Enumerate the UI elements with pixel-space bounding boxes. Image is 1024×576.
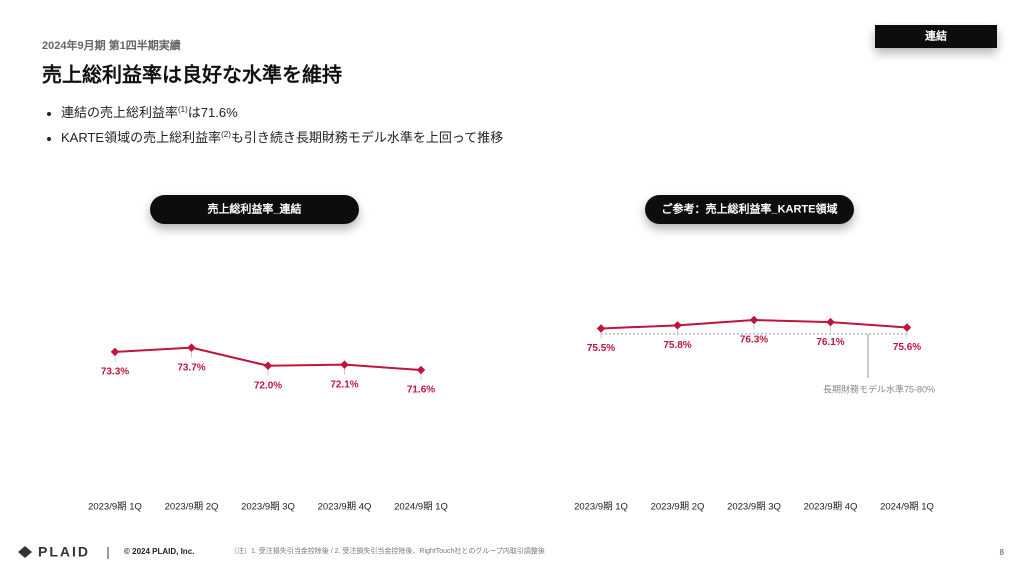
- value-label: 73.7%: [177, 362, 205, 373]
- bullet-note: (2): [221, 130, 231, 139]
- point-marker: [110, 347, 120, 357]
- value-label: 71.6%: [407, 385, 435, 396]
- logo: PLAID: [18, 544, 90, 560]
- value-label: 75.8%: [663, 340, 691, 351]
- badge-box: [875, 25, 997, 48]
- point-marker: [263, 361, 273, 370]
- value-label: 72.0%: [254, 380, 282, 391]
- chart-title: 売上総利益率_連結: [207, 201, 301, 215]
- x-tick-label: 2023/9期 2Q: [165, 502, 219, 513]
- title: 売上総利益率は良好な水準を維持: [42, 62, 342, 86]
- chart-title: ご参考：売上総利益率_KARTE領域: [661, 201, 837, 215]
- x-tick-label: 2024/9期 1Q: [394, 502, 448, 513]
- point-marker: [673, 321, 682, 330]
- x-tick-label: 2024/9期 1Q: [880, 502, 934, 513]
- point-marker: [340, 360, 349, 369]
- page-number: 8: [1000, 548, 1005, 557]
- point-marker: [826, 317, 835, 327]
- bullet: 連結の売上総利益率(1)は71.6%: [61, 105, 238, 120]
- x-tick-label: 2023/9期 3Q: [241, 502, 295, 513]
- bullet-after: は71.6%: [188, 105, 238, 120]
- x-tick-label: 2023/9期 4Q: [804, 502, 858, 513]
- footnote: （注）1. 受注損失引当金控除後 / 2. 受注損失引当金控除後、RightTo…: [230, 546, 545, 555]
- logo-mark: [18, 546, 32, 558]
- value-label: 76.3%: [740, 335, 768, 346]
- value-label: 73.3%: [101, 367, 129, 378]
- bullet-text: KARTE領域の売上総利益率: [61, 130, 221, 145]
- x-tick-label: 2023/9期 4Q: [318, 502, 372, 513]
- point-marker: [596, 324, 606, 333]
- value-label: 75.5%: [587, 343, 615, 354]
- bullet-text: 連結の売上総利益率: [61, 105, 178, 120]
- point-marker: [416, 365, 426, 375]
- bullet: KARTE領域の売上総利益率(2)も引き続き長期財務モデル水準を上回って推移: [61, 130, 503, 145]
- point-marker: [749, 315, 759, 325]
- value-label: 76.1%: [816, 337, 844, 348]
- copyright: © 2024 PLAID, Inc.: [124, 547, 194, 556]
- bullet-after: も引き続き長期財務モデル水準を上回って推移: [231, 130, 503, 145]
- bullet-note: (1): [178, 105, 188, 114]
- reference-label: 長期財務モデル水準75-80%: [823, 383, 935, 394]
- x-tick-label: 2023/9期 1Q: [574, 502, 628, 513]
- subtitle: 2024年9月期 第1四半期実績: [42, 38, 181, 52]
- charts: 売上総利益率_連結 73.3% 2023/9期 1Q 73.7% 2023/9期 2Q 7…: [88, 195, 935, 513]
- bullet-dot: [47, 137, 51, 141]
- chart-title-pill: [150, 195, 359, 224]
- point-marker: [902, 323, 912, 332]
- chart-title-pill: [645, 195, 854, 224]
- point-marker: [187, 343, 196, 352]
- x-tick-label: 2023/9期 2Q: [651, 502, 705, 513]
- value-label: 72.1%: [330, 379, 358, 390]
- logo-text: PLAID: [38, 544, 90, 560]
- bullet-dot: [47, 112, 51, 116]
- value-label: 75.6%: [893, 342, 921, 353]
- x-tick-label: 2023/9期 1Q: [88, 502, 142, 513]
- x-tick-label: 2023/9期 3Q: [727, 502, 781, 513]
- badge: 連結: [925, 28, 947, 42]
